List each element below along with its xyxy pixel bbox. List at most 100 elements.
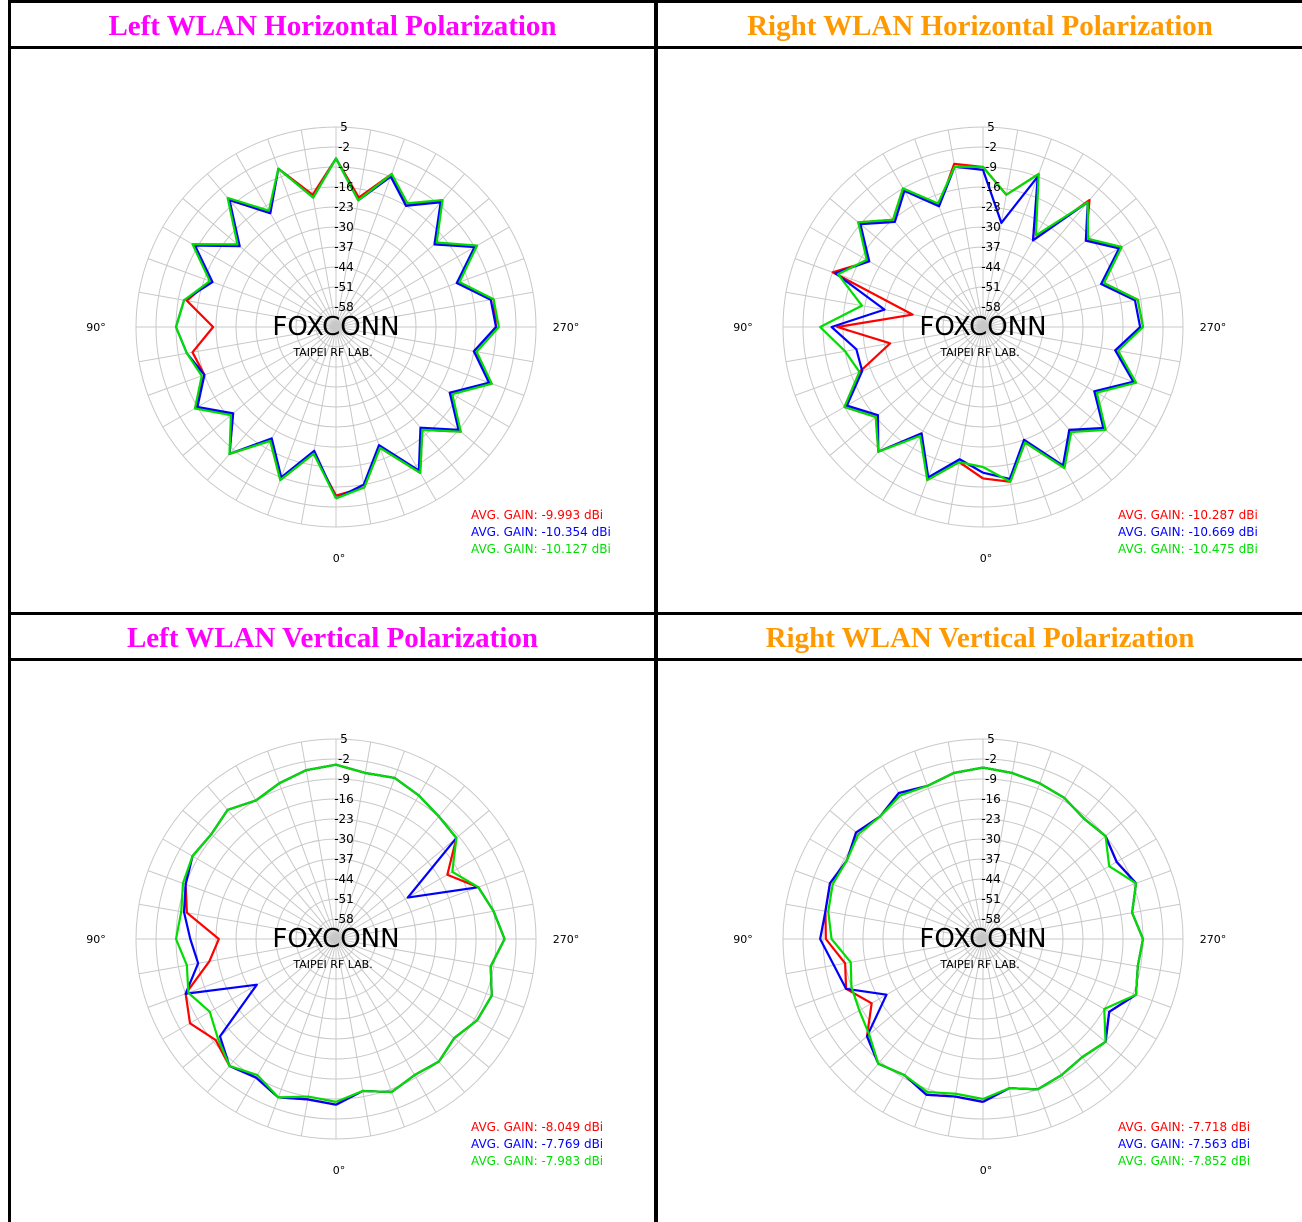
chart-panel-left-vertical: Left WLAN Vertical Polarization 5 -2 -9 -16… [11, 615, 654, 1222]
angle-label-0: 0° [333, 1164, 346, 1177]
grid-spoke [162, 326, 337, 428]
avg-gain-label: AVG. GAIN: -10.669 dBi [1118, 525, 1258, 539]
series-line-1 [830, 165, 1142, 481]
grid-spoke [335, 153, 437, 328]
grid-spoke [982, 938, 1052, 1128]
grid-spoke [335, 326, 465, 481]
radial-tick-label: -44 [334, 872, 354, 886]
grid-spoke [335, 938, 372, 1137]
grid-spoke [335, 938, 437, 1113]
radial-tick-label: -30 [981, 220, 1001, 234]
grid-spoke [829, 938, 984, 1068]
grid-spoke [785, 938, 984, 975]
angle-label-0: 0° [980, 1164, 993, 1177]
grid-spoke [335, 810, 490, 940]
grid-spoke [182, 810, 337, 940]
grid-spoke [235, 938, 337, 1113]
chart-panel-right-vertical: Right WLAN Vertical Polarization 5 -2 -9 -1… [658, 615, 1302, 1222]
grid-spoke [335, 129, 372, 328]
grid-spoke [335, 326, 372, 525]
watermark-text: FOXCONN [919, 312, 1046, 342]
grid-spoke [982, 226, 1157, 328]
avg-gain-label: AVG. GAIN: -9.993 dBi [471, 508, 603, 522]
grid-spoke [300, 129, 337, 328]
radial-tick-label: -23 [334, 200, 354, 214]
avg-gain-label: AVG. GAIN: -7.852 dBi [1118, 1154, 1250, 1168]
grid-spoke [829, 198, 984, 328]
grid-spoke [785, 903, 984, 940]
table-border-left [8, 0, 11, 1222]
avg-gain-label: AVG. GAIN: -10.354 dBi [471, 525, 611, 539]
grid-spoke [335, 258, 525, 328]
watermark-text: FOXCONN [272, 312, 399, 342]
grid-spoke [147, 326, 337, 396]
radial-tick-label: -44 [981, 260, 1001, 274]
grid-spoke [335, 938, 510, 1040]
grid-spoke [794, 938, 984, 1008]
radial-tick-label: -51 [334, 892, 354, 906]
grid-spoke [235, 765, 337, 940]
angle-label-270: 270° [1200, 321, 1227, 334]
avg-gain-label: AVG. GAIN: -10.127 dBi [471, 542, 611, 556]
grid-spoke [982, 938, 1137, 1068]
avg-gain-label: AVG. GAIN: -7.983 dBi [471, 1154, 603, 1168]
grid-spoke [982, 870, 1172, 940]
grid-spoke [335, 750, 405, 940]
radial-tick-label: -2 [985, 752, 997, 766]
grid-spoke [982, 326, 1019, 525]
grid-spoke [335, 198, 490, 328]
grid-spoke [794, 870, 984, 940]
grid-spoke [947, 326, 984, 525]
grid-spoke [335, 326, 510, 428]
watermark-text: FOXCONN [919, 924, 1046, 954]
radial-tick-label: -2 [338, 752, 350, 766]
grid-spoke [235, 153, 337, 328]
grid-spoke [147, 938, 337, 1008]
grid-spoke [982, 129, 1019, 328]
radial-tick-label: -16 [981, 180, 1001, 194]
radial-tick-label: -30 [981, 832, 1001, 846]
grid-spoke [335, 938, 534, 975]
grid-spoke [335, 838, 510, 940]
radial-tick-label: -2 [338, 140, 350, 154]
radial-tick-label: -16 [981, 792, 1001, 806]
radial-tick-label: -37 [334, 240, 354, 254]
grid-spoke [982, 938, 1157, 1040]
watermark-subtext: TAIPEI RF LAB. [292, 958, 372, 971]
radial-tick-label: -51 [981, 280, 1001, 294]
radial-tick-label: -58 [981, 300, 1001, 314]
chart-title: Left WLAN Vertical Polarization [126, 621, 539, 654]
chart-panel-right-horizontal: Right WLAN Horizontal Polarization 5 -2 -9… [658, 3, 1302, 612]
grid-spoke [335, 870, 525, 940]
radial-tick-label: -37 [981, 852, 1001, 866]
chart-title: Right WLAN Horizontal Polarization [747, 9, 1213, 42]
grid-spoke [982, 741, 1019, 940]
grid-spoke [982, 326, 1181, 363]
grid-spoke [809, 326, 984, 428]
grid-spoke [982, 138, 1052, 328]
grid-spoke [335, 938, 465, 1093]
grid-spoke [207, 785, 337, 940]
grid-spoke [982, 326, 1052, 516]
grid-spoke [794, 258, 984, 328]
grid-spoke [982, 938, 1181, 975]
radial-tick-label: 5 [987, 120, 995, 134]
grid-spoke [982, 838, 1157, 940]
avg-gain-label: AVG. GAIN: -7.563 dBi [1118, 1137, 1250, 1151]
title-divider-top-left [8, 46, 1302, 49]
angle-label-270: 270° [553, 933, 580, 946]
grid-spoke [335, 326, 405, 516]
watermark-subtext: TAIPEI RF LAB. [939, 346, 1019, 359]
grid-spoke [335, 326, 490, 456]
grid-spoke [335, 741, 372, 940]
radial-tick-label: -30 [334, 832, 354, 846]
grid-spoke [882, 326, 984, 501]
grid-spoke [785, 326, 984, 363]
grid-spoke [162, 938, 337, 1040]
grid-spoke [335, 291, 534, 328]
grid-spoke [829, 326, 984, 456]
title-divider-bottom [8, 658, 1302, 661]
grid-spoke [809, 938, 984, 1040]
table-divider-vertical [654, 0, 658, 1222]
